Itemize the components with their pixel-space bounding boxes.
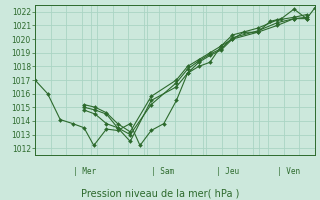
- Text: | Ven: | Ven: [277, 167, 300, 176]
- Text: Pression niveau de la mer( hPa ): Pression niveau de la mer( hPa ): [81, 188, 239, 198]
- Text: | Jeu: | Jeu: [216, 167, 239, 176]
- Text: | Mer: | Mer: [73, 167, 96, 176]
- Text: | Sam: | Sam: [151, 167, 174, 176]
